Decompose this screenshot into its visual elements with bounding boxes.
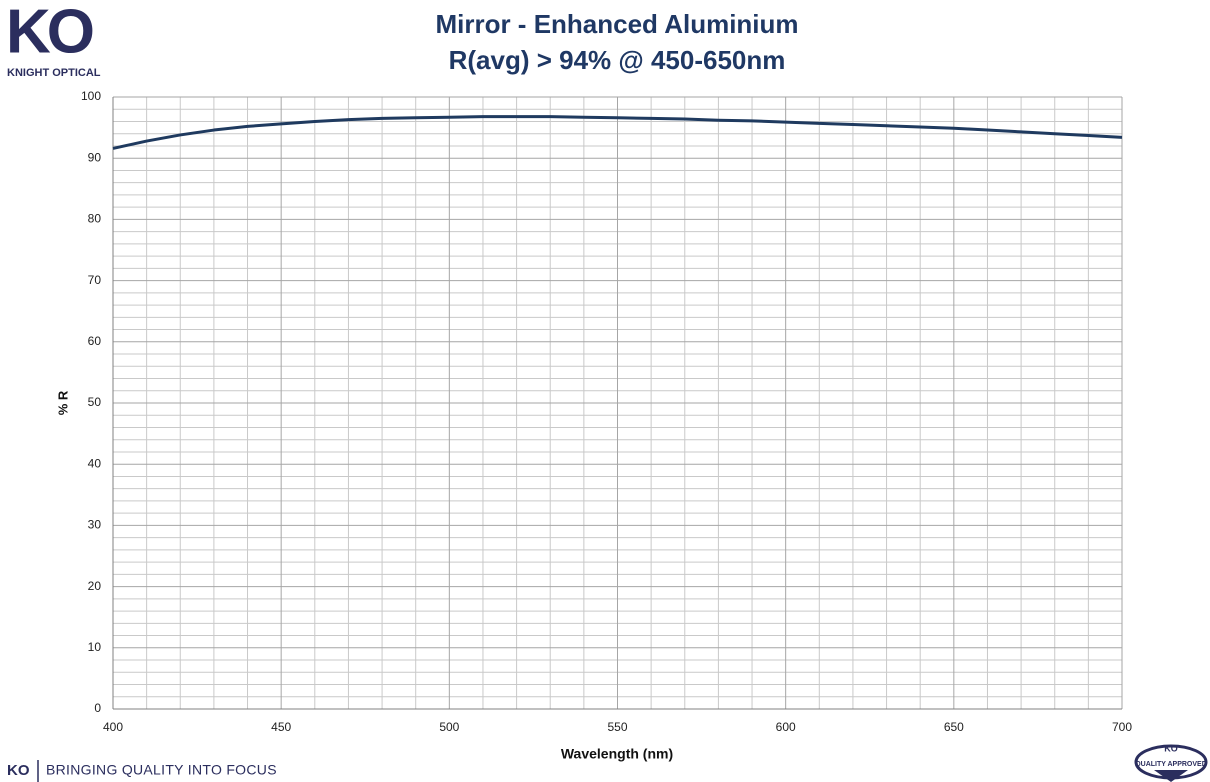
badge-text: QUALITY APPROVED xyxy=(1135,761,1207,768)
y-tick-label: 80 xyxy=(88,212,102,226)
footer-logo: KO xyxy=(7,762,30,779)
x-tick-label: 650 xyxy=(944,720,964,734)
y-tick-label: 10 xyxy=(88,640,102,654)
x-tick-label: 400 xyxy=(103,720,123,734)
y-axis-label: % R xyxy=(55,390,70,415)
y-tick-label: 20 xyxy=(88,579,102,593)
y-tick-label: 70 xyxy=(88,273,102,287)
chart-title: Mirror - Enhanced Aluminium xyxy=(435,9,798,39)
y-tick-label: 50 xyxy=(88,395,102,409)
x-tick-label: 700 xyxy=(1112,720,1132,734)
badge-diamond xyxy=(1154,770,1188,782)
y-tick-label: 100 xyxy=(81,89,101,103)
chart-subtitle: R(avg) > 94% @ 450-650nm xyxy=(449,45,786,75)
y-tick-label: 60 xyxy=(88,334,102,348)
quality-badge: KO QUALITY APPROVED xyxy=(1134,743,1208,782)
badge-logo: KO xyxy=(1164,743,1178,753)
data-line xyxy=(112,115,1123,150)
x-tick-label: 600 xyxy=(776,720,796,734)
x-tick-label: 500 xyxy=(439,720,459,734)
x-axis-label: Wavelength (nm) xyxy=(561,746,673,762)
y-tick-label: 30 xyxy=(88,518,102,532)
company-name: KNIGHT OPTICAL xyxy=(7,67,101,79)
logo: KO xyxy=(6,0,93,66)
x-tick-label: 450 xyxy=(271,720,291,734)
x-tick-label: 550 xyxy=(607,720,627,734)
tagline: BRINGING QUALITY INTO FOCUS xyxy=(46,762,277,778)
y-tick-label: 0 xyxy=(94,701,101,715)
y-tick-label: 40 xyxy=(88,456,102,470)
y-tick-label: 90 xyxy=(88,150,102,164)
